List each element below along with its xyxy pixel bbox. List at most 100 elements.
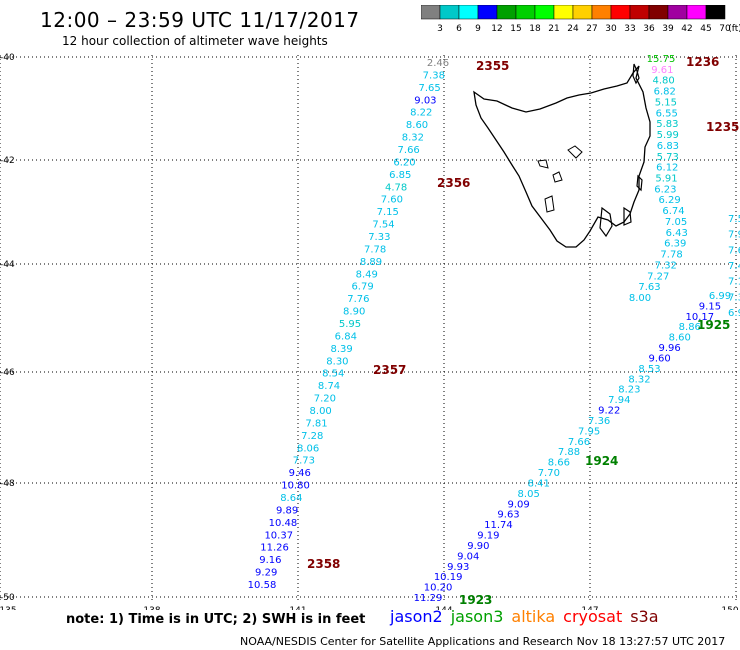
scale-label: 39 bbox=[662, 24, 674, 33]
wave-height-value: 7.73 bbox=[293, 456, 315, 467]
wave-height-value: 11.74 bbox=[484, 520, 513, 531]
legend-s3a: s3a bbox=[630, 607, 659, 626]
wave-height-value: 9.04 bbox=[457, 551, 479, 562]
wave-height-value: 10.20 bbox=[424, 583, 453, 594]
wave-height-value: 7.95 bbox=[578, 426, 600, 437]
wave-height-value: 9.03 bbox=[414, 95, 436, 106]
time-label: 2358 bbox=[307, 557, 340, 571]
wave-height-value: 7.28 bbox=[301, 431, 323, 442]
legend-jason3: jason3 bbox=[450, 607, 504, 626]
wave-height-value: 7.88 bbox=[558, 447, 580, 458]
wave-height-value: 6.84 bbox=[335, 331, 357, 342]
wave-height-value: 8.32 bbox=[402, 133, 424, 144]
wave-height-value: 9.15 bbox=[699, 301, 721, 312]
wave-height-value: 7.33 bbox=[368, 232, 390, 243]
scale-label: 45 bbox=[700, 24, 711, 33]
wave-height-value: 8.22 bbox=[410, 108, 432, 119]
wave-height-value: 8.60 bbox=[406, 120, 428, 131]
wave-height-value: 7.66 bbox=[568, 437, 590, 448]
wave-height-value: 2.46 bbox=[427, 58, 449, 69]
wave-height-value: 8.60 bbox=[669, 333, 691, 344]
scale-label: 36 bbox=[643, 24, 655, 33]
page-title: 12:00 – 23:59 UTC 11/17/2017 bbox=[40, 8, 360, 32]
scale-label: 3 bbox=[437, 24, 443, 33]
bruny-island bbox=[599, 206, 613, 238]
wave-height-value: 6.20 bbox=[393, 157, 415, 168]
wave-height-value: 15.75 bbox=[647, 54, 676, 65]
wave-height-value: 4.78 bbox=[385, 182, 407, 193]
wave-height-value: 5.83 bbox=[656, 119, 678, 130]
wave-height-value: 7.9 bbox=[728, 230, 740, 241]
lake-1 bbox=[567, 145, 583, 159]
wave-height-value: 5.99 bbox=[657, 130, 679, 141]
wave-height-value: 7.66 bbox=[398, 145, 420, 156]
lat-label: -48 bbox=[0, 479, 15, 489]
lat-label: -46 bbox=[0, 368, 15, 378]
wave-height-value: 8.90 bbox=[343, 307, 365, 318]
scale-label: 18 bbox=[529, 24, 541, 33]
longitude-labels: 135 138 141 144 147 150 bbox=[0, 606, 739, 610]
wave-height-value: 9.60 bbox=[648, 353, 670, 364]
wave-height-value: 6.39 bbox=[664, 239, 686, 250]
wave-height-value: 6.85 bbox=[389, 170, 411, 181]
wave-height-value: 10.19 bbox=[434, 572, 463, 583]
wave-height-value: 8.74 bbox=[318, 381, 340, 392]
tasmania-coastline bbox=[473, 63, 651, 248]
lake-2 bbox=[537, 159, 549, 169]
wave-height-value: 7.3 bbox=[728, 292, 740, 303]
wave-height-value: 4.80 bbox=[652, 76, 674, 87]
wave-height-value: 8.49 bbox=[356, 269, 378, 280]
tasman-peninsula bbox=[623, 206, 632, 226]
wave-height-value: 9.09 bbox=[507, 499, 529, 510]
wave-height-value: 11.29 bbox=[414, 593, 443, 604]
legend-altika: altika bbox=[511, 607, 556, 626]
wave-map: 135 138 141 144 147 150 -40 -42 -44 -46 -48 -50 2.… bbox=[0, 53, 740, 610]
wave-height-value: 7.60 bbox=[381, 195, 403, 206]
scale-label: 6 bbox=[456, 24, 462, 33]
wave-height-value: 10.37 bbox=[264, 530, 293, 541]
altimeter-tracks: 2.467.387.659.038.228.608.327.666.206.85… bbox=[248, 54, 740, 604]
wave-height-value: 5.91 bbox=[655, 174, 677, 185]
lon-label: 141 bbox=[289, 606, 306, 610]
wave-height-value: 7.78 bbox=[660, 250, 682, 261]
wave-height-value: 6.79 bbox=[351, 282, 373, 293]
wave-height-value: 7.1 bbox=[728, 277, 740, 288]
wave-height-value: 9.29 bbox=[255, 568, 277, 579]
lon-label: 144 bbox=[435, 606, 452, 610]
credit-line: NOAA/NESDIS Center for Satellite Applica… bbox=[240, 635, 726, 648]
scale-label: (ft) bbox=[728, 24, 740, 33]
lon-label: 150 bbox=[721, 606, 738, 610]
wave-height-value: 9.89 bbox=[276, 505, 298, 516]
lat-label: -44 bbox=[0, 260, 15, 270]
wave-height-value: 11.26 bbox=[260, 543, 289, 554]
wave-height-value: 9.16 bbox=[259, 555, 281, 566]
lon-label: 138 bbox=[143, 606, 160, 610]
wave-height-value: 6.82 bbox=[654, 87, 676, 98]
wave-height-value: 7.32 bbox=[655, 260, 677, 271]
time-label: 2355 bbox=[476, 59, 509, 73]
latitude-labels: -40 -42 -44 -46 -48 -50 bbox=[0, 53, 15, 603]
lat-lon-grid bbox=[0, 55, 740, 600]
lon-label: 135 bbox=[0, 606, 17, 610]
lat-label: -50 bbox=[0, 593, 15, 603]
wave-height-value: 7.63 bbox=[638, 282, 660, 293]
legend-cryosat: cryosat bbox=[563, 607, 623, 626]
wave-height-value: 7.65 bbox=[418, 83, 440, 94]
wave-height-value: 8.00 bbox=[310, 406, 332, 417]
wave-height-value: 5.73 bbox=[657, 152, 679, 163]
wave-height-value: 5.15 bbox=[655, 97, 677, 108]
wave-height-value: 7.5 bbox=[728, 214, 740, 225]
scale-label: 21 bbox=[548, 24, 559, 33]
page-subtitle: 12 hour collection of altimeter wave hei… bbox=[62, 34, 328, 48]
wave-height-value: 7.20 bbox=[314, 394, 336, 405]
lake-4 bbox=[552, 171, 563, 183]
scale-label: 24 bbox=[567, 24, 579, 33]
maria-island bbox=[636, 174, 643, 192]
wave-height-value: 10.80 bbox=[281, 481, 310, 492]
wave-height-value: 6.12 bbox=[656, 163, 678, 174]
wave-height-value: 8.30 bbox=[326, 356, 348, 367]
legend-jason2: jason2 bbox=[390, 607, 443, 626]
wave-height-value: 7.6 bbox=[728, 245, 740, 256]
scale-label: 27 bbox=[586, 24, 597, 33]
